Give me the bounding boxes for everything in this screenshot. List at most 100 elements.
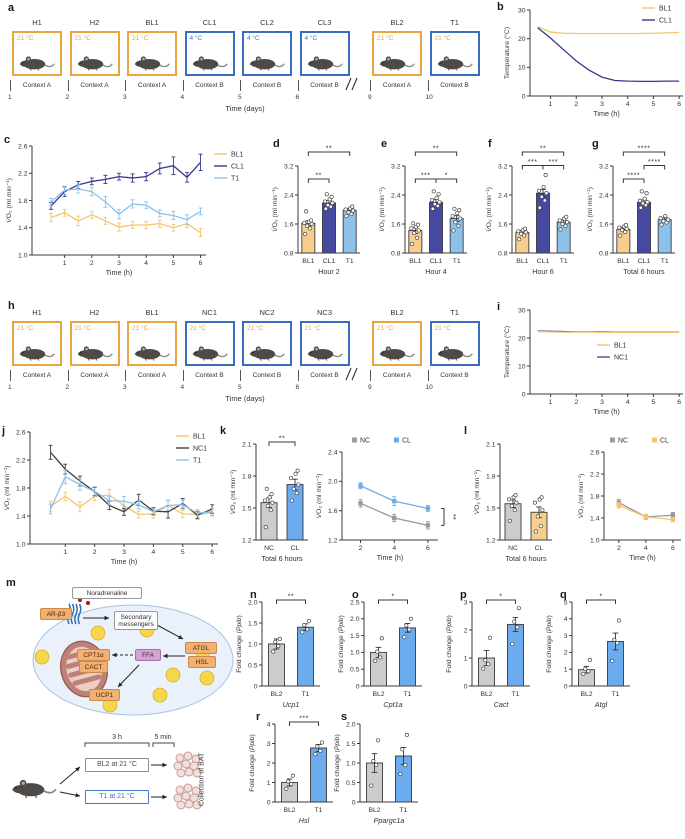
data-point [557,218,562,223]
series-marker [643,514,649,520]
y-tick-label: 0 [522,93,526,100]
panel-h-timeline: H1 21 °C Context A 1 H2 21 °C Context A 2 BL1 21 … [8,308,485,408]
x-tick-label: 6 [210,549,214,556]
sig-bracket [486,599,516,604]
data-point [539,194,544,199]
temperature-label: 21 °C [247,325,264,332]
sig-label: **** [648,159,661,166]
y-tick-label: 20 [518,335,526,342]
data-point [268,508,273,513]
data-point [415,235,420,240]
data-point [514,500,519,505]
bar-CL1 [536,192,550,254]
timeline-box-name-H2: H2 [89,308,100,317]
mouse-icon [76,343,114,361]
timeline-day-tick [10,80,11,91]
timeline-context-label: Context A [80,82,109,89]
x-tick-label: BL2 [368,807,380,814]
legend-marker [652,437,657,443]
mouse-icon [436,343,474,361]
series-marker [616,503,622,508]
data-point [304,209,309,214]
mouse-icon [191,343,229,361]
timeline-box-NC1: 21 °C [184,321,235,366]
y-tick-label: 0.8 [599,250,609,257]
timeline-day-number: 6 [295,384,300,391]
data-point [537,205,542,210]
x-tick-label: T1 [512,691,520,698]
panel-r-chart: 0 1 2 3 4 BL2 T1 Hsl Fold change (Ppib) *** [249,716,333,825]
bar-BL1 [616,228,631,254]
y-tick-label: 1.4 [590,515,600,522]
series-marker [670,517,676,522]
y-tick-label: 5 [564,599,568,606]
data-point [644,191,649,196]
mouse-icon [436,53,474,71]
y-tick-label: 1.2 [328,537,338,544]
timeline-box-BL2: 21 °C [372,321,422,366]
y-tick-label: 2.5 [350,599,360,606]
y-tick-label: 1.5 [346,741,356,748]
y-tick-label: 1.0 [350,650,360,657]
bl2-condition-box: BL2 at 21 °C [85,758,149,772]
data-point [270,500,275,505]
temperature-label: 4 °C [247,35,260,42]
data-point [453,220,458,225]
y-tick-label: 2.6 [590,449,600,456]
data-point [522,226,527,231]
legend-label: CL1 [231,164,244,171]
sig-bracket [414,178,437,183]
mouse-icon [18,53,56,71]
panel-b-letter: b [497,1,504,13]
timeline-day-number: 5 [238,94,242,101]
timeline-break-mark [344,76,358,92]
mouse-icon [248,343,286,361]
timeline-context-label: Context A [22,82,52,89]
data-point [519,231,524,236]
data-point [612,637,617,642]
bar-BL2 [268,643,285,687]
x-tick-label: 6 [677,399,681,406]
y-tick-label: 3 [267,741,271,748]
y-axis-label: Fold change (Ppib) [236,615,243,672]
data-point [305,223,310,228]
timeline-box-name-H1: H1 [32,18,42,27]
sig-label: **** [638,146,651,153]
x-tick-label: 6 [199,260,203,267]
x-axis-label: Time (h) [629,553,656,562]
mouse-icon [248,343,286,361]
y-tick-label: 0.5 [346,780,356,787]
data-point [637,198,643,203]
mouse-icon [18,343,56,361]
timeline-day-number: 2 [65,384,70,391]
data-point [269,492,274,497]
y-tick-label: 1.0 [248,641,258,648]
x-tick-label: 6 [677,101,681,108]
data-point [290,773,295,778]
x-tick-label: BL2 [480,691,492,698]
panel-i-letter: i [497,301,501,313]
data-point [615,641,620,646]
data-point [276,644,281,649]
timeline-box-BL1: 21 °C [127,321,177,366]
sig-label: *** [421,173,431,180]
timeline-box-H1: 21 °C [12,31,62,76]
y-tick-label: 1.8 [16,485,26,492]
sig-label: ** [433,146,439,153]
x-tick-label: BL1 [617,258,629,265]
data-point [661,219,666,224]
y-tick-label: 1.2 [486,537,496,544]
data-point [522,233,527,238]
legend-label: BL1 [231,152,244,159]
data-point [587,657,592,663]
data-point [535,514,540,519]
series-marker [358,501,363,506]
sig-bracket [521,165,544,170]
data-point [483,658,488,663]
y-tick-label: 10 [518,65,526,72]
sig-bracket [307,178,330,183]
data-point [544,191,549,196]
timeline-day-number: 3 [123,94,127,101]
legend-label: T1 [231,176,239,183]
